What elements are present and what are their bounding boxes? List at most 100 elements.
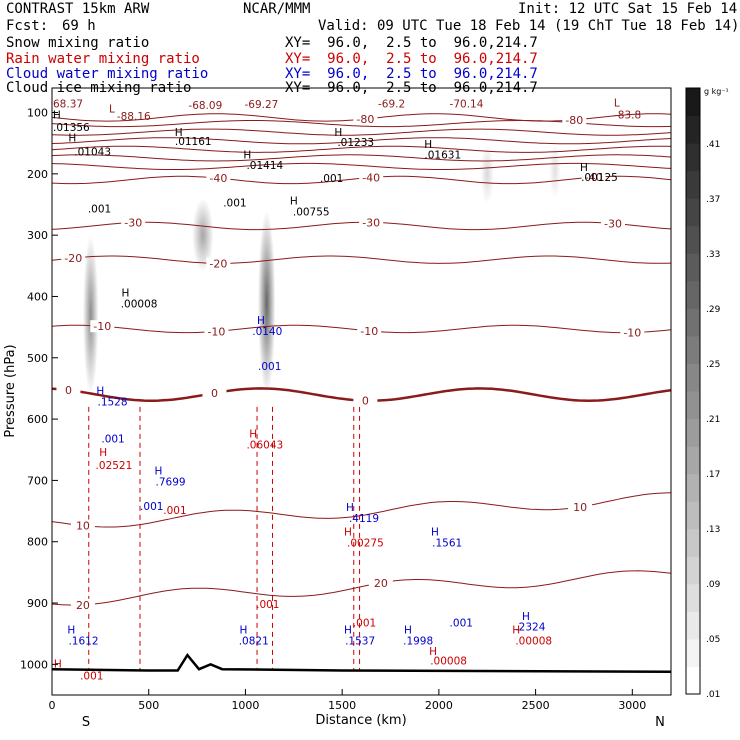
extremum-value-30: .1561 (432, 538, 462, 550)
extremum-value-8: .01043 (74, 146, 111, 158)
field-cloudwater-name: Cloud water mixing ratio (6, 66, 209, 82)
colorbar-label-4: .25 (706, 360, 720, 370)
high-marker-19: H (344, 625, 352, 637)
x-tick-label-0: 0 (49, 699, 56, 712)
colorbar-step-9 (686, 418, 700, 447)
valid-label: Valid: 09 UTC Tue 18 Feb 14 (19 ChT Tue … (318, 18, 740, 34)
high-marker-14: H (346, 502, 354, 514)
isotherm-upper-4 (52, 154, 671, 162)
x-axis-title: Distance (km) (315, 713, 406, 728)
colorbar-step-15 (686, 253, 700, 282)
isotherm-label--80-1: -80 (565, 114, 583, 127)
field-snow-xy: XY= 96.0, 2.5 to 96.0,214.7 (285, 35, 538, 51)
isotherm-upper-3 (52, 145, 671, 153)
colorbar-step-10 (686, 391, 700, 420)
x-tick-label-3000: 3000 (618, 699, 646, 712)
high-marker-8: H (122, 287, 130, 299)
isotherm-label-10-1: 10 (573, 501, 587, 514)
low-marker-0: L (109, 104, 115, 116)
extremum-value-17: .001 (320, 173, 343, 185)
high-marker-3: H (243, 150, 251, 162)
y-tick-label-500: 500 (27, 352, 48, 365)
extremum-value-22: .001 (101, 433, 124, 445)
isotherm-label-20-0: 20 (76, 599, 90, 612)
x-tick-label-2000: 2000 (425, 699, 453, 712)
field-snow-name: Snow mixing ratio (6, 35, 150, 51)
extremum-value-40: .00008 (515, 636, 552, 648)
colorbar-step-4 (686, 556, 700, 585)
field-rain-xy: XY= 96.0, 2.5 to 96.0,214.7 (285, 51, 538, 67)
high-marker-7: H (290, 195, 298, 207)
extremum-value-3: -69.2 (378, 99, 405, 111)
isotherm--20 (52, 255, 671, 264)
colorbar-label-10: .01 (706, 690, 720, 700)
high-marker-23: H (512, 625, 520, 637)
colorbar-step-6 (686, 501, 700, 530)
extremum-value-7: .01356 (53, 122, 90, 134)
high-marker-4: H (334, 127, 342, 139)
extremum-value-1: -68.09 (188, 100, 222, 112)
extremum-value-16: .00755 (293, 207, 330, 219)
extremum-value-5: -83.8 (614, 110, 641, 122)
extremum-value-35: .0821 (239, 636, 269, 648)
colorbar-label-9: .05 (706, 635, 720, 645)
y-tick-label-900: 900 (27, 597, 48, 610)
high-marker-17: H (67, 625, 75, 637)
north-label: N (655, 715, 665, 730)
isotherm-label--30-1: -30 (362, 216, 380, 229)
colorbar-step-18 (686, 170, 700, 199)
colorbar-unit: g kg⁻¹ (704, 87, 729, 96)
extremum-value-29: .00275 (347, 538, 384, 550)
y-axis-title: Pressure (hPa) (3, 344, 18, 437)
extremum-value-34: .1612 (68, 636, 98, 648)
isotherm-label-20-1: 20 (374, 577, 388, 590)
isotherm-20 (52, 570, 671, 606)
colorbar-label-7: .13 (706, 525, 720, 535)
isotherm-upper-5 (52, 162, 671, 170)
extremum-value-4: -70.14 (450, 99, 484, 111)
extremum-value-23: .02521 (96, 460, 133, 472)
field-rain-name: Rain water mixing ratio (6, 51, 200, 67)
extremum-value-33: .001 (450, 617, 473, 629)
extremum-value-2: -69.27 (245, 99, 279, 111)
colorbar-step-19 (686, 143, 700, 172)
snow-shading-0 (82, 235, 99, 395)
y-tick-label-100: 100 (27, 107, 48, 120)
y-tick-label-400: 400 (27, 290, 48, 303)
high-marker-9: H (257, 315, 265, 327)
y-tick-label-600: 600 (27, 413, 48, 426)
isotherm-label--10-3: -10 (623, 327, 641, 340)
isotherm-label--10-0: -10 (93, 320, 111, 333)
init-label: Init: 12 UTC Sat 15 Feb 14 (518, 1, 738, 17)
colorbar-step-20 (686, 115, 700, 144)
extremum-value-24: .06043 (246, 440, 283, 452)
extremum-value-31: .001 (256, 599, 279, 611)
colorbar-label-5: .21 (706, 415, 720, 425)
isotherm-upper-2 (52, 137, 671, 145)
colorbar-step-13 (686, 308, 700, 337)
extremum-value-18: .00008 (121, 299, 158, 311)
colorbar-step-16 (686, 225, 700, 254)
colorbar-label-3: .29 (706, 305, 721, 315)
high-marker-12: H (249, 428, 257, 440)
high-marker-6: H (580, 162, 588, 174)
extremum-value-37: .1998 (403, 636, 433, 648)
colorbar-step-5 (686, 528, 700, 557)
x-tick-label-1500: 1500 (328, 699, 356, 712)
isotherm-label--10-2: -10 (360, 325, 378, 338)
isotherm-label--40-0: -40 (209, 172, 227, 185)
high-marker-21: H (429, 646, 437, 658)
extremum-value-15: .001 (223, 197, 246, 209)
colorbar-step-0 (686, 666, 700, 695)
extremum-value-26: .001 (140, 501, 163, 513)
y-tick-label-800: 800 (27, 536, 48, 549)
high-marker-15: H (344, 527, 352, 539)
y-tick-label-700: 700 (27, 474, 48, 487)
extremum-value-32: .001 (353, 617, 376, 629)
high-marker-18: H (240, 625, 248, 637)
extremum-value-14: .001 (88, 203, 111, 215)
isotherm-label-0-1: 0 (211, 387, 218, 400)
high-marker-5: H (424, 139, 432, 151)
extremum-value-27: .001 (163, 505, 186, 517)
